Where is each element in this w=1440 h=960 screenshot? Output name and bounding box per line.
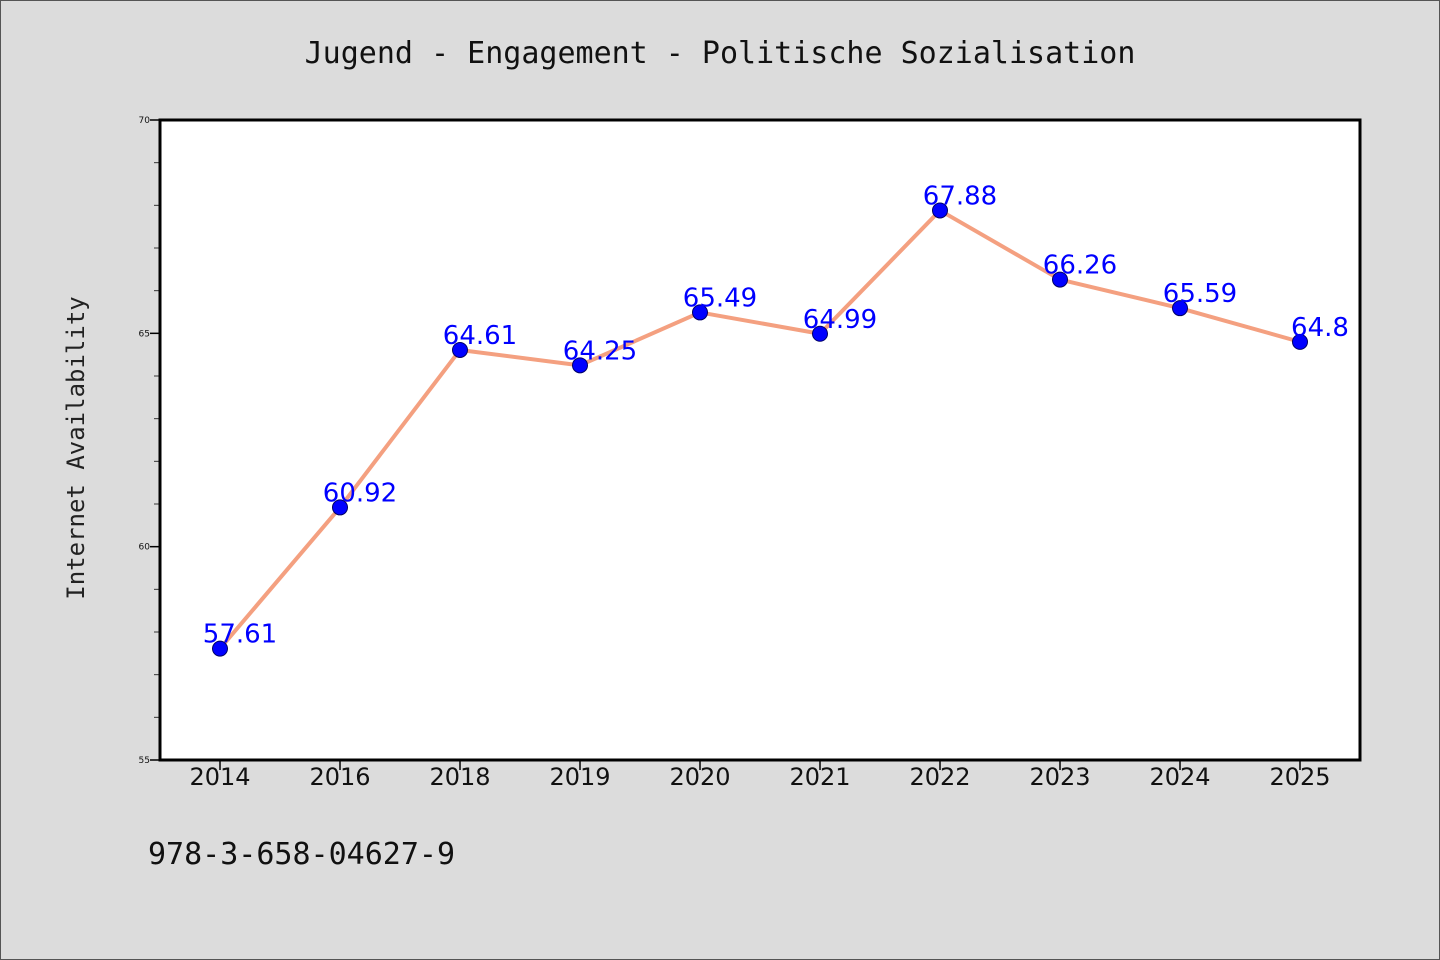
y-tick-label: 70 <box>139 116 151 126</box>
data-label-2023: 66.26 <box>1043 251 1117 281</box>
data-point-2025 <box>1292 333 1308 350</box>
data-point-2018 <box>452 341 468 358</box>
x-tick-label: 2021 <box>789 763 850 791</box>
isbn-footnote: 978-3-658-04627-9 <box>148 837 455 872</box>
data-label-2021: 64.99 <box>803 305 877 335</box>
data-label-2016: 60.92 <box>323 478 397 508</box>
series-line <box>218 208 1302 651</box>
data-point-2014 <box>212 640 228 657</box>
x-tick-label: 2024 <box>1149 763 1210 791</box>
data-label-2018: 64.61 <box>443 321 517 351</box>
data-label-2024: 65.59 <box>1163 279 1237 309</box>
data-point-2016 <box>332 499 348 516</box>
x-tick-label: 2014 <box>189 763 250 791</box>
x-axis-ticks: 2014 2016 2018 2019 2020 2021 2022 2023 2024 2025 <box>189 760 1331 791</box>
y-tick-label: 60 <box>139 543 151 553</box>
data-point-2019 <box>572 357 588 374</box>
data-point-2021 <box>812 325 828 342</box>
chart-title: Jugend - Engagement - Politische Soziali… <box>305 36 1136 71</box>
y-tick-label: 65 <box>139 329 150 339</box>
y-axis-label: Internet Availability <box>62 296 90 599</box>
plot-area <box>160 120 1360 760</box>
data-label-2014: 57.61 <box>203 620 277 650</box>
data-label-2020: 65.49 <box>683 283 757 313</box>
data-labels: 57.61 60.92 64.61 64.25 65.49 64.99 67.88 66.26… <box>203 181 1349 649</box>
plot-frame <box>158 118 1362 762</box>
data-point-2023 <box>1052 271 1068 288</box>
y-tick-label: 55 <box>139 756 150 766</box>
data-label-2019: 64.25 <box>563 336 637 366</box>
x-tick-label: 2019 <box>549 763 610 791</box>
data-label-2025: 64.8 <box>1291 313 1349 343</box>
x-tick-label: 2022 <box>909 763 970 791</box>
data-label-2022: 67.88 <box>923 181 997 211</box>
x-tick-label: 2020 <box>669 763 730 791</box>
x-tick-label: 2018 <box>429 763 490 791</box>
data-markers <box>212 202 1308 657</box>
data-point-2022 <box>932 202 948 219</box>
data-point-2024 <box>1172 300 1188 317</box>
x-tick-label: 2025 <box>1269 763 1330 791</box>
y-axis-ticks: 55 60 65 70 <box>139 116 160 766</box>
data-point-2020 <box>692 304 708 321</box>
x-tick-label: 2023 <box>1029 763 1090 791</box>
x-tick-label: 2016 <box>309 763 370 791</box>
